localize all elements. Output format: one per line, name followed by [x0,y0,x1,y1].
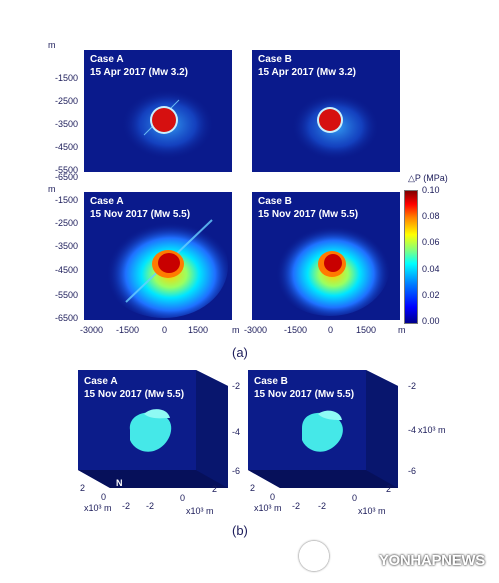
y-tick: -5500 [54,290,78,300]
y-tick: -3500 [54,119,78,129]
subfigure-label-b: (b) [232,523,248,538]
z-tick: -2 [408,381,417,391]
pressure-map-case-b-nov: Case B 15 Nov 2017 (Mw 5.5) [252,192,400,320]
y-tick: -2500 [54,96,78,106]
y-tick: -2500 [54,218,78,228]
colorbar-tick: 0.00 [422,316,440,326]
depth-unit: x10³ m [254,503,282,513]
colorbar-tick: 0.08 [422,211,440,221]
y-tick: -4500 [54,142,78,152]
panel-label: Case A 15 Nov 2017 (Mw 5.5) [84,375,184,401]
x-tick: 1500 [188,325,209,335]
compass-arrows-icon [115,489,151,501]
3d-box-case-a: Case A 15 Nov 2017 (Mw 5.5) [78,370,238,500]
date-label: 15 Nov 2017 (Mw 5.5) [90,209,191,220]
date-label: 15 Nov 2017 (Mw 5.5) [254,389,355,400]
colorbar-tick: 0.06 [422,237,440,247]
y-tick: -5500 [54,165,78,175]
date-label: 15 Apr 2017 (Mw 3.2) [90,67,189,78]
yonhap-logo-icon [299,541,329,571]
pressure-field-svg [252,192,400,320]
horiz-tick: 2 [386,484,392,494]
case-label: Case B [258,54,292,65]
x-unit: m [232,325,240,335]
depth-tick: -2 [292,501,301,511]
depth-unit: x10³ m [84,503,112,513]
case-label: Case A [84,376,118,387]
x-unit: m [398,325,406,335]
case-label: Case A [90,196,124,207]
z-tick: -4 [232,427,241,437]
x-tick: 0 [162,325,168,335]
pressure-map-case-a-nov: Case A 15 Nov 2017 (Mw 5.5) [84,192,232,320]
y-tick: -3500 [54,241,78,251]
depth-tick: 2 [80,483,86,493]
x-tick: -1500 [116,325,140,335]
panel-label: Case B 15 Apr 2017 (Mw 3.2) [258,53,356,79]
z-tick: -4 [408,425,417,435]
horiz-tick: -2 [318,501,327,511]
panel-label: Case B 15 Nov 2017 (Mw 5.5) [254,375,354,401]
horiz-unit: x10³ m [358,506,386,516]
panel-label: Case A 15 Apr 2017 (Mw 3.2) [90,53,188,79]
3d-box-case-b: Case B 15 Nov 2017 (Mw 5.5) [248,370,408,500]
date-label: 15 Nov 2017 (Mw 5.5) [258,209,359,220]
horiz-unit: x10³ m [186,506,214,516]
horiz-tick: -2 [146,501,155,511]
y-tick: -6500 [54,313,78,323]
panel-label: Case B 15 Nov 2017 (Mw 5.5) [258,195,358,221]
pressure-field-svg [252,50,400,172]
y-axis-unit-top: m [48,40,56,50]
depth-tick: -2 [122,501,131,511]
colorbar-tick: 0.02 [422,290,440,300]
pressure-field-svg [84,192,232,320]
3d-volume-svg [248,370,398,488]
horiz-tick: 2 [212,484,218,494]
panel-label: Case A 15 Nov 2017 (Mw 5.5) [90,195,190,221]
depth-tick: 2 [250,483,256,493]
horiz-tick: 0 [180,493,186,503]
y-tick: -6500 [54,172,78,182]
x-tick: 1500 [356,325,377,335]
pressure-field-svg [84,50,232,172]
colorbar-tick: 0.04 [422,264,440,274]
compass-e: E [152,487,159,497]
z-tick: -6 [232,466,241,476]
watermark: YONHAPNEWS [378,552,485,569]
x-tick: 0 [328,325,334,335]
z-tick: -2 [232,381,241,391]
x-tick: -3000 [80,325,104,335]
date-label: 15 Apr 2017 (Mw 3.2) [258,67,357,78]
z-unit: x10³ m [418,425,446,435]
depth-tick: 0 [270,492,276,502]
colorbar-title: △P (MPa) [408,173,448,183]
x-tick: -3000 [244,325,268,335]
colorbar-tick: 0.10 [422,185,440,195]
pressure-map-case-b-apr: Case B 15 Apr 2017 (Mw 3.2) [252,50,400,172]
3d-volume-svg [78,370,228,488]
depth-tick: 0 [101,492,107,502]
y-tick: -1500 [54,195,78,205]
y-tick: -1500 [54,73,78,83]
case-label: Case A [90,54,124,65]
z-tick: -6 [408,466,417,476]
y-axis-unit-bottom: m [48,184,56,194]
date-label: 15 Nov 2017 (Mw 5.5) [84,389,185,400]
pressure-map-case-a-apr: Case A 15 Apr 2017 (Mw 3.2) [84,50,232,172]
subfigure-label-a: (a) [232,345,248,360]
x-tick: -1500 [284,325,308,335]
horiz-tick: 0 [352,493,358,503]
colorbar [404,190,418,324]
case-label: Case B [258,196,292,207]
y-tick: -4500 [54,265,78,275]
compass-n: N [116,478,123,488]
case-label: Case B [254,376,288,387]
